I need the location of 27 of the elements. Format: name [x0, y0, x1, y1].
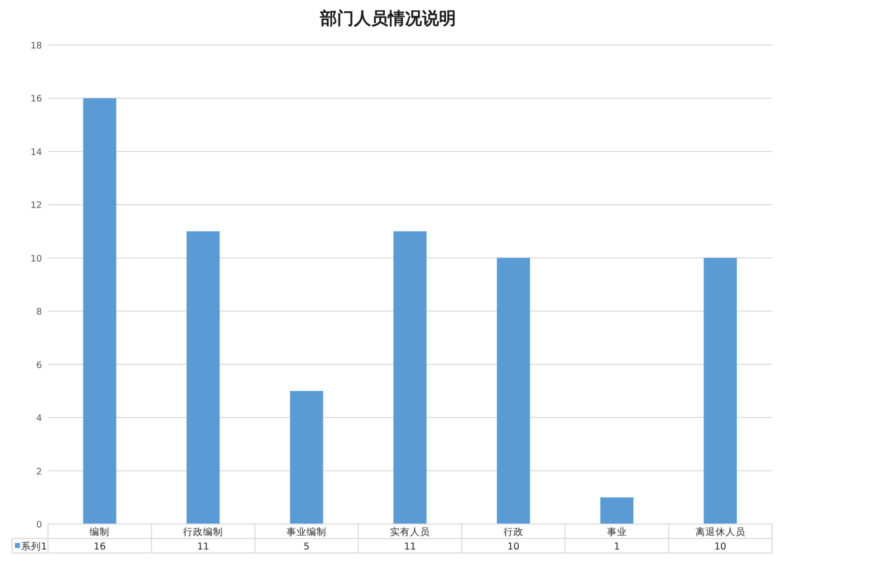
data-label: 1: [614, 542, 620, 552]
x-tick-label: 离退休人员: [695, 526, 746, 538]
y-tick-label: 12: [30, 201, 42, 212]
x-tick-label: 行政编制: [183, 526, 224, 538]
x-tick-label: 编制: [90, 526, 110, 538]
y-tick-label: 18: [30, 42, 42, 52]
data-label: 16: [94, 542, 106, 552]
x-tick-label: 事业编制: [286, 526, 327, 538]
y-tick-label: 6: [36, 360, 42, 371]
y-tick-label: 4: [36, 414, 42, 424]
data-label: 5: [304, 542, 310, 552]
data-label: 11: [404, 542, 416, 552]
y-tick-label: 2: [36, 467, 42, 478]
data-label: 11: [197, 542, 210, 552]
x-tick-label: 行政: [503, 527, 524, 538]
x-tick-label: 事业: [606, 526, 627, 538]
data-label: 10: [714, 542, 726, 552]
y-tick-label: 16: [30, 94, 42, 105]
title: 部门人员情况说明: [320, 9, 456, 29]
legend-label: 系列1: [21, 540, 48, 552]
y-tick-label: 14: [30, 148, 42, 158]
y-tick-label: 8: [36, 308, 42, 318]
y-tick-label: 10: [30, 254, 42, 264]
y-tick-label: 0: [36, 520, 42, 530]
data-label: 10: [507, 542, 520, 552]
legend: 系列1: [15, 542, 48, 552]
x-tick-label: 实有人员: [390, 526, 430, 538]
